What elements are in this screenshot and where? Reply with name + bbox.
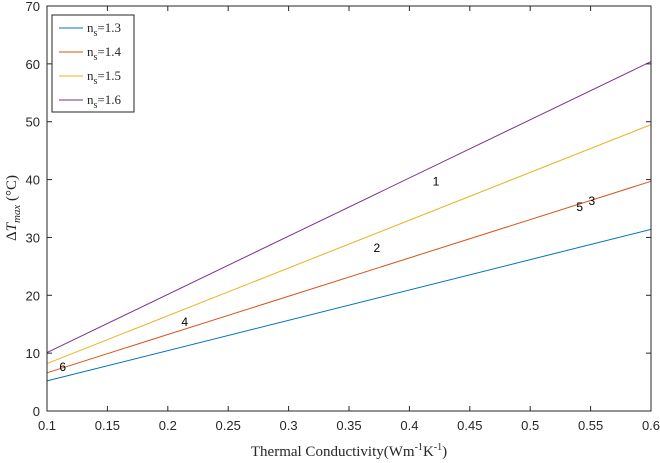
x-axis: 0.1 0.15 0.2 0.25 0.3 0.35 0.4 0.45 0.5 0.55 0.6 bbox=[38, 6, 660, 433]
x-tick-label: 0.55 bbox=[578, 418, 603, 433]
legend-label-2: ns=1.4 bbox=[87, 44, 121, 63]
y-tick-label: 40 bbox=[26, 173, 40, 188]
x-axis-label: Thermal Conductivity(Wm-1K-1) bbox=[251, 442, 447, 460]
y-axis: 0 10 20 30 40 50 60 70 bbox=[26, 0, 651, 419]
y-tick-label: 10 bbox=[26, 346, 40, 361]
y-tick-label: 30 bbox=[26, 230, 40, 245]
legend-label-4: ns=1.6 bbox=[87, 92, 121, 111]
x-tick-label: 0.35 bbox=[336, 418, 361, 433]
series-line-2 bbox=[46, 180, 652, 374]
x-tick-label: 0.15 bbox=[95, 418, 120, 433]
x-tick-label: 0.2 bbox=[159, 418, 177, 433]
y-axis-label: ΔTmax (°C) bbox=[4, 175, 23, 241]
y-tick-label: 20 bbox=[26, 288, 40, 303]
legend-label-1: ns=1.3 bbox=[87, 20, 121, 39]
x-tick-label: 0.5 bbox=[521, 418, 539, 433]
legend-label-3: ns=1.5 bbox=[87, 68, 121, 87]
series-layer bbox=[46, 61, 652, 382]
annotation-label-2: 2 bbox=[373, 241, 380, 255]
annotation-layer: 1 2 3 4 5 6 bbox=[59, 174, 595, 374]
series-line-3 bbox=[46, 124, 652, 365]
x-tick-label: 0.6 bbox=[642, 418, 660, 433]
legend: ns=1.3 ns=1.4 ns=1.5 ns=1.6 bbox=[51, 14, 135, 113]
y-tick-label: 0 bbox=[33, 404, 40, 419]
x-tick-label: 0.1 bbox=[38, 418, 56, 433]
x-tick-label: 0.3 bbox=[280, 418, 298, 433]
annotation-label-3: 3 bbox=[588, 194, 595, 208]
series-line-4 bbox=[46, 61, 652, 354]
y-tick-label: 60 bbox=[26, 57, 40, 72]
x-tick-label: 0.25 bbox=[216, 418, 241, 433]
y-tick-label: 70 bbox=[26, 0, 40, 14]
annotation-label-1: 1 bbox=[433, 174, 440, 188]
x-tick-label: 0.4 bbox=[400, 418, 418, 433]
annotation-label-6: 6 bbox=[59, 360, 66, 374]
x-tick-label: 0.45 bbox=[457, 418, 482, 433]
series-line-1 bbox=[46, 228, 652, 382]
y-tick-label: 50 bbox=[26, 115, 40, 130]
annotation-label-4: 4 bbox=[181, 315, 188, 329]
annotation-label-5: 5 bbox=[576, 200, 583, 214]
plot-area bbox=[47, 6, 651, 411]
legend-box bbox=[51, 14, 135, 113]
